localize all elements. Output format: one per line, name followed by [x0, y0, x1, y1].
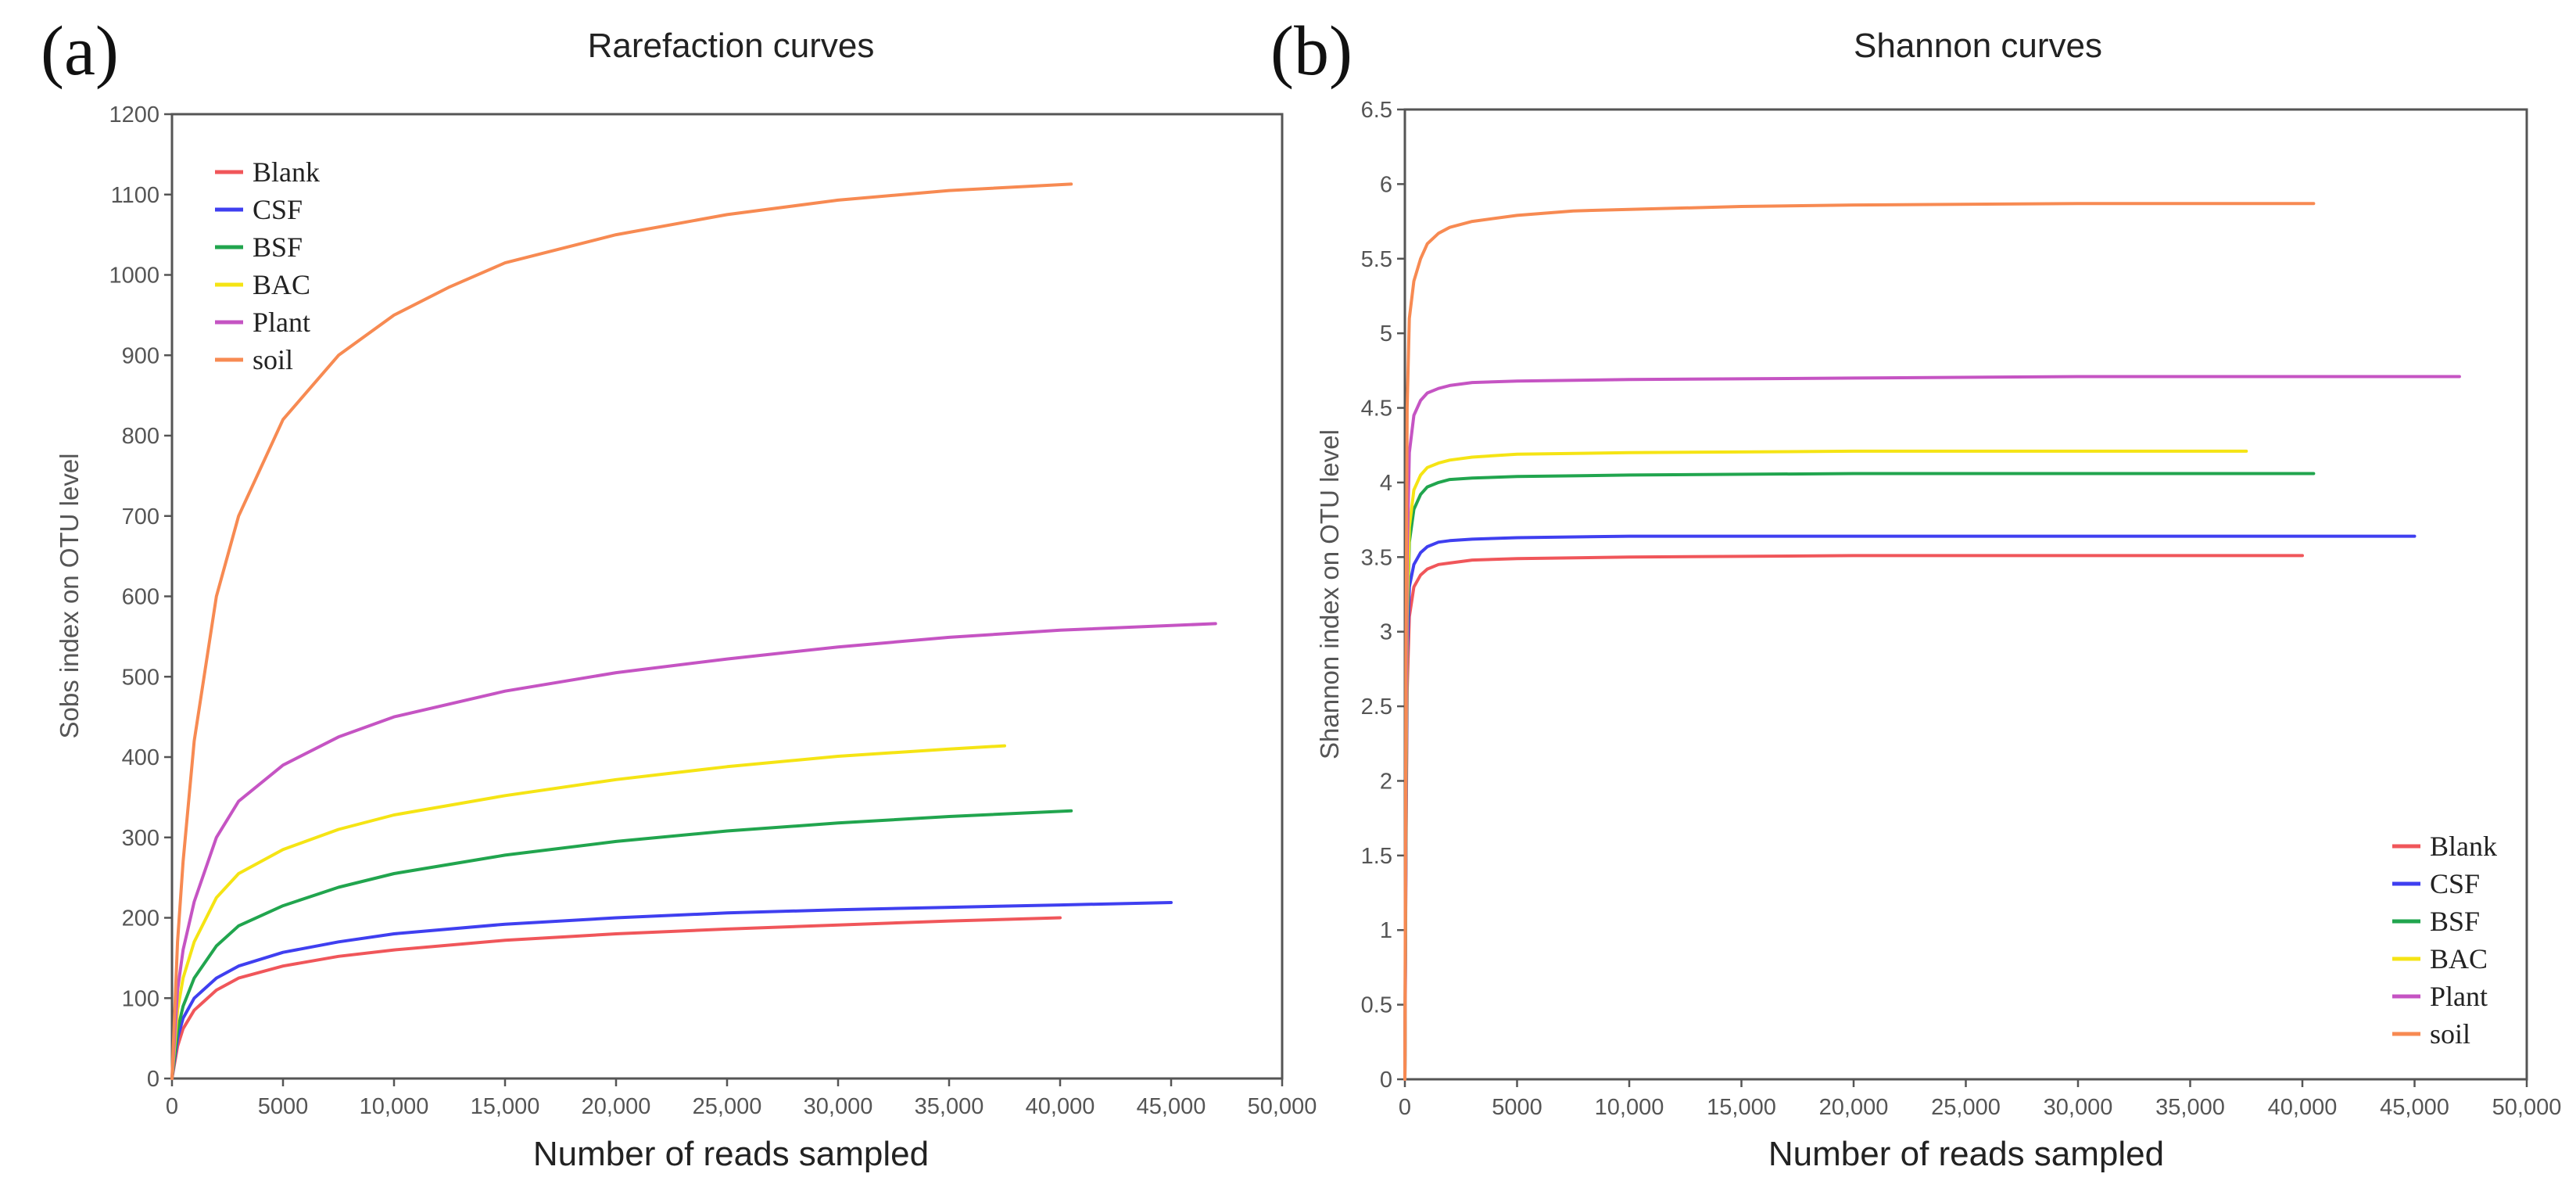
legend-label-bac: BAC	[2430, 943, 2488, 974]
y-tick-label: 0.5	[1361, 993, 1392, 1018]
panel-a: (a) Rarefaction curves 0 5000 10,000 15,000…	[41, 13, 1317, 1173]
chart-b-y-axis-label: Shannon index on OTU level	[1315, 429, 1344, 759]
y-tick-label: 1000	[109, 264, 159, 289]
x-tick-label: 40,000	[2268, 1095, 2338, 1120]
legend-label-soil: soil	[253, 344, 293, 375]
y-tick-label: 500	[122, 665, 159, 690]
x-tick-label: 45,000	[1137, 1094, 1206, 1119]
x-tick-label: 15,000	[1707, 1095, 1776, 1120]
series-line-bac	[1403, 449, 2248, 1081]
legend-label-csf: CSF	[2430, 868, 2480, 899]
x-tick-label: 5000	[1492, 1095, 1542, 1120]
y-tick-label: 4.5	[1361, 397, 1392, 422]
chart-b-x-axis-label: Number of reads sampled	[1768, 1135, 2164, 1173]
x-tick-label: 50,000	[2492, 1095, 2562, 1120]
y-tick-label: 200	[122, 906, 159, 931]
x-tick-label: 20,000	[582, 1094, 651, 1119]
series-line-soil	[170, 182, 1073, 1080]
panel-b: (b) Shannon curves 0 5000 10,000 15,000 20,0…	[1270, 13, 2561, 1173]
legend-label-blank: Blank	[2430, 831, 2497, 862]
y-tick-label: 600	[122, 585, 159, 610]
y-tick-label: 6	[1380, 172, 1392, 197]
x-tick-label: 25,000	[1931, 1095, 2001, 1120]
x-tick-label: 45,000	[2380, 1095, 2449, 1120]
legend-label-plant: Plant	[2430, 981, 2488, 1012]
x-tick-label: 20,000	[1819, 1095, 1889, 1120]
series-line-soil	[1403, 202, 2316, 1081]
legend-label-csf: CSF	[253, 194, 303, 225]
x-tick-label: 50,000	[1248, 1094, 1317, 1119]
chart-b-series	[1403, 202, 2461, 1081]
y-tick-label: 1	[1380, 918, 1392, 943]
chart-a-x-axis-label: Number of reads sampled	[533, 1135, 929, 1173]
chart-a-ticks: 0 5000 10,000 15,000 20,000 25,000 30,000 35,00…	[109, 102, 1317, 1119]
x-tick-label: 10,000	[360, 1094, 429, 1119]
chart-a-plot-frame	[170, 113, 1284, 1080]
legend-label-bsf: BSF	[253, 231, 303, 263]
panel-a-label: (a)	[41, 13, 119, 90]
x-tick-label: 15,000	[471, 1094, 540, 1119]
chart-b-plot-frame	[1403, 108, 2528, 1081]
y-tick-label: 700	[122, 504, 159, 529]
x-tick-label: 5000	[258, 1094, 309, 1119]
y-tick-label: 4	[1380, 471, 1392, 496]
y-tick-label: 3.5	[1361, 545, 1392, 570]
y-tick-label: 5.5	[1361, 247, 1392, 272]
chart-a-legend: Blank CSF BSF BAC Plant soil	[215, 156, 320, 375]
y-tick-label: 0	[1380, 1068, 1392, 1093]
y-tick-label: 300	[122, 826, 159, 851]
chart-a-y-axis-label: Sobs index on OTU level	[55, 453, 84, 738]
series-line-plant	[170, 622, 1217, 1080]
y-tick-label: 2.5	[1361, 694, 1392, 720]
y-tick-label: 0	[147, 1067, 159, 1092]
x-tick-label: 30,000	[2044, 1095, 2113, 1120]
panel-b-label: (b)	[1270, 13, 1352, 90]
chart-b-legend: Blank CSF BSF BAC Plant soil	[2392, 831, 2497, 1050]
y-tick-label: 400	[122, 745, 159, 770]
x-tick-label: 10,000	[1595, 1095, 1664, 1120]
x-tick-label: 25,000	[693, 1094, 762, 1119]
y-tick-label: 2	[1380, 769, 1392, 794]
x-tick-label: 0	[166, 1094, 178, 1119]
legend-label-plant: Plant	[253, 307, 310, 338]
series-line-csf	[170, 901, 1173, 1080]
series-line-csf	[1403, 534, 2417, 1081]
y-tick-label: 1200	[109, 102, 159, 127]
series-line-blank	[1403, 554, 2304, 1081]
legend-label-bac: BAC	[253, 269, 310, 300]
x-tick-label: 0	[1399, 1095, 1411, 1120]
y-tick-label: 100	[122, 986, 159, 1011]
legend-label-soil: soil	[2430, 1018, 2470, 1050]
legend-label-blank: Blank	[253, 156, 320, 188]
series-line-bsf	[1403, 472, 2316, 1081]
chart-a-series	[170, 182, 1217, 1080]
y-tick-label: 6.5	[1361, 98, 1392, 123]
y-tick-label: 5	[1380, 321, 1392, 346]
y-tick-label: 800	[122, 424, 159, 449]
series-line-blank	[170, 916, 1062, 1080]
x-tick-label: 35,000	[915, 1094, 984, 1119]
x-tick-label: 40,000	[1026, 1094, 1095, 1119]
x-tick-label: 35,000	[2155, 1095, 2225, 1120]
chart-b-title: Shannon curves	[1854, 27, 2102, 65]
chart-a-title: Rarefaction curves	[588, 27, 875, 65]
x-tick-label: 30,000	[804, 1094, 873, 1119]
y-tick-label: 1.5	[1361, 844, 1392, 869]
legend-label-bsf: BSF	[2430, 906, 2480, 937]
series-line-plant	[1403, 375, 2461, 1081]
chart-b-ticks: 0 5000 10,000 15,000 20,000 25,000 30,000 35,00…	[1361, 98, 2562, 1120]
y-tick-label: 1100	[111, 183, 159, 208]
y-tick-label: 3	[1380, 620, 1392, 645]
series-line-bsf	[170, 809, 1073, 1080]
y-tick-label: 900	[122, 343, 159, 368]
series-line-bac	[170, 744, 1006, 1080]
